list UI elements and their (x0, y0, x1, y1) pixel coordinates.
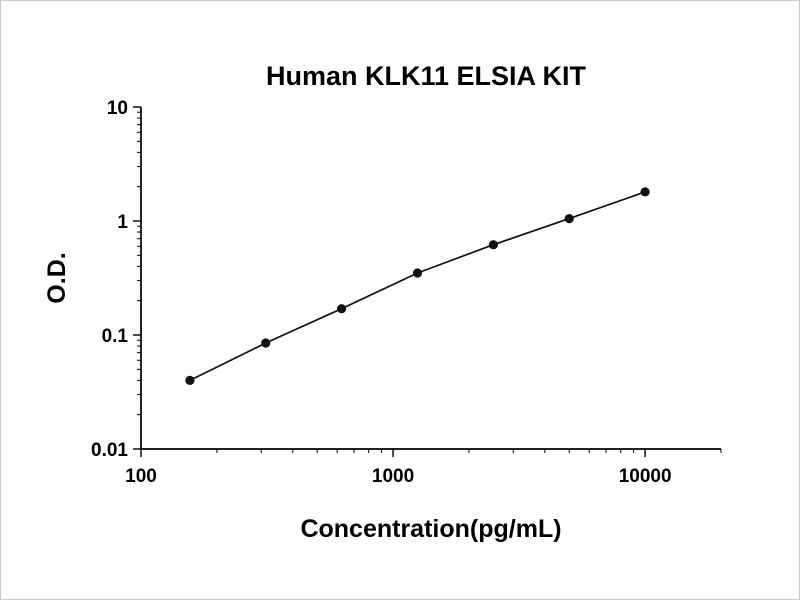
data-point (488, 240, 498, 250)
data-point (640, 187, 650, 197)
data-point (412, 268, 423, 278)
y-tick-label: 0.01 (91, 440, 128, 461)
x-axis-label: Concentration(pg/mL) (300, 515, 561, 543)
x-tick-label: 1000 (372, 466, 414, 487)
data-point (261, 338, 271, 348)
data-point (185, 375, 195, 385)
y-tick-label: 10 (107, 98, 128, 119)
y-tick-label: 0.1 (102, 326, 129, 347)
data-point (337, 304, 347, 314)
chart-title: Human KLK11 ELSIA KIT (266, 61, 587, 91)
data-point (564, 214, 574, 224)
curve-line (189, 191, 646, 382)
x-tick-label: 10000 (619, 466, 672, 487)
y-axis-label: O.D. (43, 252, 71, 303)
plot-area: 10 1 0.1 0.01 100 1000 10000 (91, 98, 722, 487)
x-tick-label: 100 (125, 466, 157, 487)
y-tick-label: 1 (117, 212, 128, 233)
